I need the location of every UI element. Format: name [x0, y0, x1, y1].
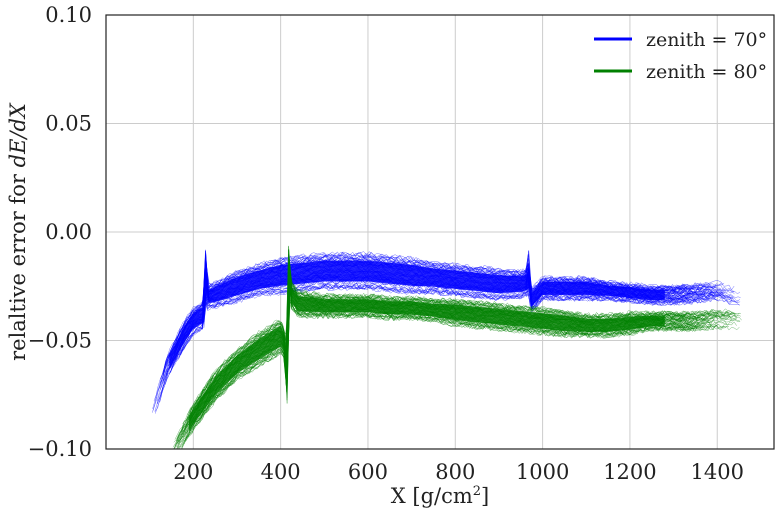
series-1 — [152, 249, 741, 414]
x-tick-labels: 200 400 600 800 1000 1200 1400 — [173, 460, 744, 484]
y-axis-label: relaltive error for dE/dX — [6, 102, 30, 361]
series-line — [162, 255, 735, 375]
y-axis-label-math: dE/dX — [6, 102, 30, 167]
x-axis-label: X [g/cm2] — [391, 484, 490, 508]
series-line — [178, 271, 719, 448]
x-tick-label: 1200 — [603, 460, 656, 484]
legend: zenith = 70° zenith = 80° — [594, 29, 767, 83]
series-layer — [152, 245, 742, 449]
x-tick-label: 1000 — [516, 460, 569, 484]
y-tick-label: −0.10 — [28, 437, 92, 461]
series-line — [189, 269, 740, 436]
series-2 — [172, 245, 742, 449]
series-line — [184, 262, 709, 422]
x-axis-label-sup: 2 — [473, 484, 481, 499]
series-line — [159, 269, 734, 399]
x-tick-label: 600 — [348, 460, 388, 484]
legend-label: zenith = 80° — [646, 61, 767, 83]
y-tick-label: 0.10 — [45, 3, 92, 27]
y-tick-label: 0.00 — [45, 220, 92, 244]
series-band — [169, 260, 665, 370]
y-axis-label-text: relaltive error for — [6, 167, 30, 361]
x-tick-label: 200 — [173, 460, 213, 484]
x-tick-label: 400 — [261, 460, 301, 484]
x-axis-label-text: X [g/cm — [391, 484, 473, 508]
series-line — [154, 283, 708, 412]
series-line — [174, 251, 689, 341]
y-tick-labels: −0.10 −0.05 0.00 0.05 0.10 — [28, 3, 92, 461]
series-line — [155, 283, 740, 414]
series-band — [189, 264, 665, 432]
x-tick-label: 800 — [435, 460, 475, 484]
series-line — [170, 285, 701, 370]
plot-frame — [105, 14, 775, 450]
y-tick-label: 0.05 — [45, 112, 92, 136]
series-line — [152, 252, 706, 409]
legend-label: zenith = 70° — [646, 29, 767, 51]
y-tick-label: −0.05 — [28, 329, 92, 353]
x-tick-label: 1400 — [691, 460, 744, 484]
x-axis-label-close: ] — [481, 484, 489, 508]
